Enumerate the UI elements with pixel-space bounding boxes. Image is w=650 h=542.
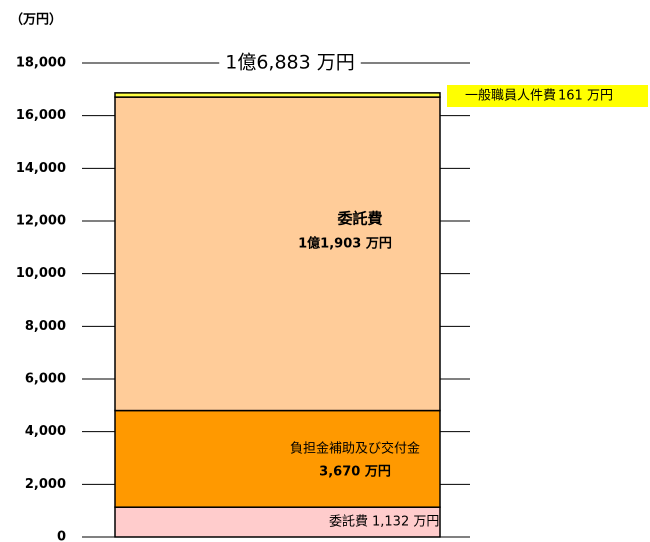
- y-tick-label: 8,000: [25, 319, 66, 334]
- y-tick-label: 2,000: [25, 477, 66, 492]
- segment-label: 一般職員人件費: [465, 88, 556, 104]
- y-tick-label: 14,000: [16, 161, 66, 176]
- segment-label: 委託費: [337, 209, 382, 227]
- annotation-bg: [219, 51, 361, 74]
- y-tick-label: 18,000: [16, 56, 66, 71]
- y-tick-label: 16,000: [16, 108, 66, 123]
- bar-segment: [114, 92, 441, 98]
- y-tick-label: 12,000: [16, 214, 66, 229]
- value-label: 1,132 万円: [372, 515, 439, 530]
- bar-segment: [114, 96, 441, 412]
- value-label: 3,670 万円: [319, 464, 391, 479]
- value-label: 1億1,903 万円: [298, 235, 392, 251]
- y-tick-label: 10,000: [16, 266, 66, 281]
- bar-segment: [114, 409, 441, 508]
- y-axis-label: （万円）: [10, 12, 62, 28]
- y-tick-label: 4,000: [25, 424, 66, 439]
- bar-segment: [114, 506, 441, 538]
- y-tick-label: 6,000: [25, 372, 66, 387]
- segment-label: 委託費: [329, 514, 368, 530]
- total-annotation: 1億6,883 万円: [225, 52, 355, 74]
- value-label: 161 万円: [558, 89, 613, 104]
- y-tick-label: 0: [57, 530, 66, 542]
- callout-box: [447, 85, 648, 107]
- segment-label: 負担金補助及び交付金: [290, 440, 420, 456]
